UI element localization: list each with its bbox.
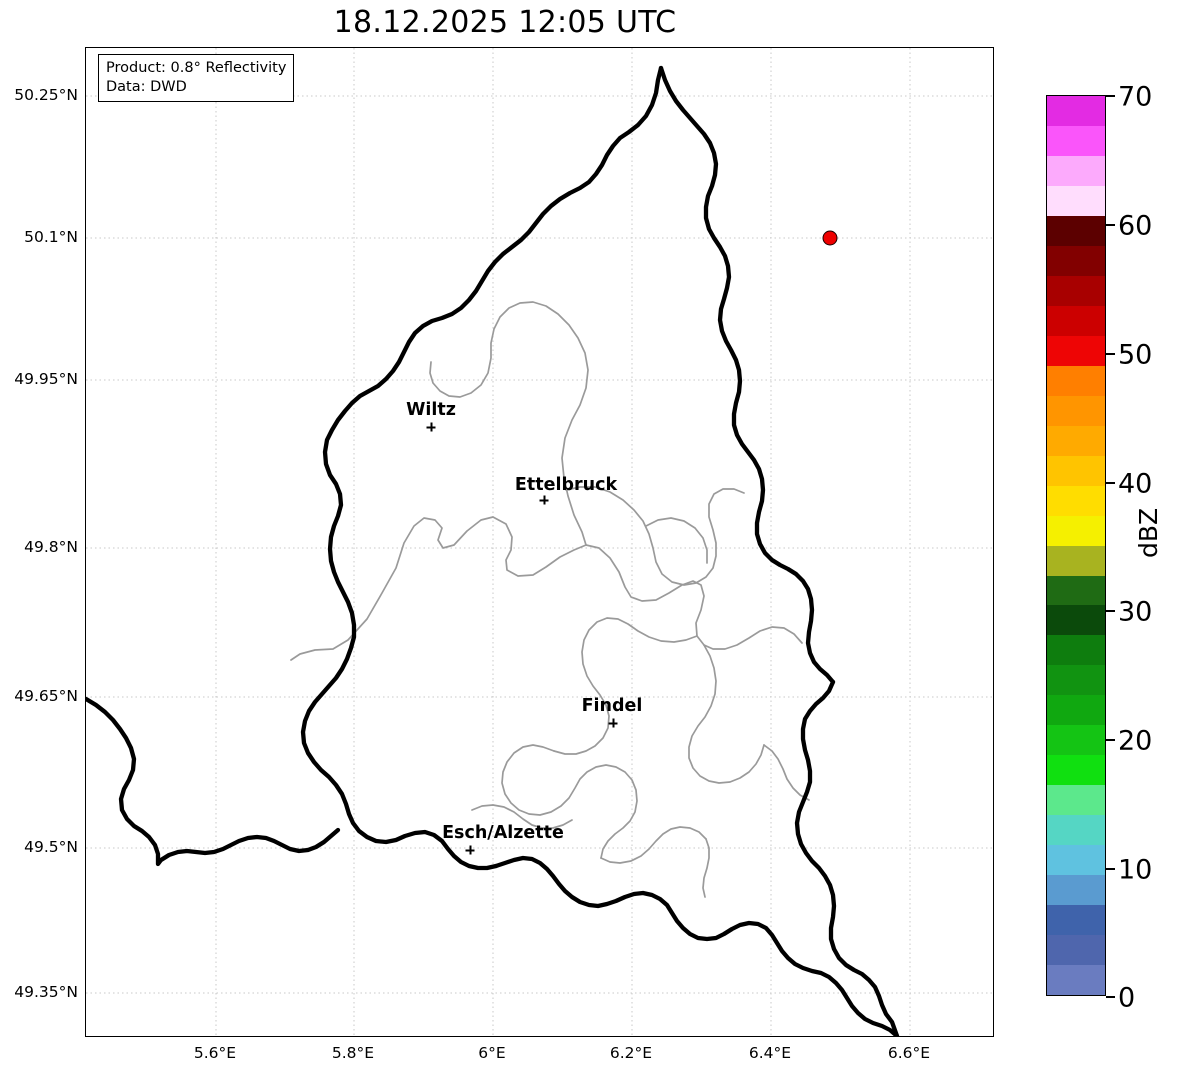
- colorbar-tick-50: 50: [1118, 339, 1153, 371]
- product-info-box: Product: 0.8° Reflectivity Data: DWD: [98, 54, 295, 103]
- colorbar-tick-70: 70: [1118, 81, 1153, 113]
- colorbar-band-25: [1047, 845, 1105, 876]
- x-tick-label-5: 6.6°E: [887, 1044, 931, 1062]
- product-line: Product: 0.8° Reflectivity: [106, 60, 287, 76]
- colorbar-band-22: [1047, 755, 1105, 786]
- colorbar-band-9: [1047, 365, 1105, 396]
- x-tick-label-4: 6.4°E: [748, 1044, 792, 1062]
- city-marker-findel: [608, 718, 618, 728]
- colorbar-band-15: [1047, 545, 1105, 576]
- reflectivity-colorbar[interactable]: [1046, 95, 1106, 996]
- city-label-findel: Findel: [581, 696, 643, 716]
- colorbar-tick-30: 30: [1118, 596, 1153, 628]
- colorbar-band-20: [1047, 695, 1105, 726]
- city-label-esch-alzette: Esch/Alzette: [442, 823, 564, 843]
- colorbar-band-4: [1047, 215, 1105, 246]
- y-tick-label-2: 49.95°N: [14, 370, 78, 388]
- city-marker-esch-alzette: [465, 845, 475, 855]
- y-tick-label-6: 49.35°N: [14, 983, 78, 1001]
- y-tick-label-4: 49.65°N: [14, 687, 78, 705]
- colorbar-band-13: [1047, 485, 1105, 516]
- colorbar-band-28: [1047, 935, 1105, 966]
- colorbar-tick-40: 40: [1118, 468, 1153, 500]
- y-tick-label-1: 50.1°N: [24, 228, 78, 246]
- colorbar-band-0: [1047, 96, 1105, 126]
- colorbar-band-24: [1047, 815, 1105, 846]
- colorbar-band-29: [1047, 965, 1105, 996]
- colorbar-band-16: [1047, 575, 1105, 606]
- x-tick-label-2: 6°E: [478, 1044, 506, 1062]
- colorbar-band-23: [1047, 785, 1105, 816]
- district-boundaries: [290, 301, 810, 898]
- grid-lines-latitude: [86, 95, 993, 994]
- colorbar-band-2: [1047, 155, 1105, 186]
- map-geometry: [86, 48, 993, 1036]
- colorbar-band-19: [1047, 665, 1105, 696]
- radar-site-marker[interactable]: [822, 230, 838, 246]
- colorbar-axis-label: dBZ: [1134, 507, 1163, 558]
- city-label-ettelbruck: Ettelbruck: [514, 475, 618, 495]
- colorbar-band-17: [1047, 605, 1105, 636]
- colorbar-band-3: [1047, 185, 1105, 216]
- city-label-wiltz: Wiltz: [406, 400, 456, 420]
- colorbar-band-8: [1047, 335, 1105, 366]
- x-tick-label-0: 5.6°E: [193, 1044, 237, 1062]
- y-tick-label-3: 49.8°N: [24, 538, 78, 556]
- neighbour-borders: [86, 696, 341, 867]
- colorbar-band-7: [1047, 305, 1105, 336]
- data-source-line: Data: DWD: [106, 78, 187, 95]
- colorbar-band-14: [1047, 515, 1105, 546]
- colorbar-tick-0: 0: [1118, 982, 1136, 1014]
- page-title: 18.12.2025 12:05 UTC: [333, 5, 677, 40]
- colorbar-band-1: [1047, 125, 1105, 156]
- colorbar-band-6: [1047, 275, 1105, 306]
- city-marker-ettelbruck: [539, 495, 549, 505]
- y-tick-label-5: 49.5°N: [24, 838, 78, 856]
- colorbar-tick-10: 10: [1118, 854, 1153, 886]
- country-border: [300, 65, 900, 1036]
- x-tick-label-1: 5.8°E: [331, 1044, 375, 1062]
- colorbar-band-18: [1047, 635, 1105, 666]
- colorbar-band-26: [1047, 875, 1105, 906]
- colorbar-band-21: [1047, 725, 1105, 756]
- colorbar-tick-60: 60: [1118, 210, 1153, 242]
- colorbar-band-10: [1047, 395, 1105, 426]
- colorbar-band-12: [1047, 455, 1105, 486]
- map-plot-area[interactable]: Product: 0.8° Reflectivity Data: DWD Wil…: [85, 47, 994, 1037]
- colorbar-band-27: [1047, 905, 1105, 936]
- colorbar-band-11: [1047, 425, 1105, 456]
- x-tick-label-3: 6.2°E: [609, 1044, 653, 1062]
- city-marker-wiltz: [426, 422, 436, 432]
- colorbar-band-5: [1047, 245, 1105, 276]
- colorbar-tick-20: 20: [1118, 725, 1153, 757]
- y-tick-label-0: 50.25°N: [14, 86, 78, 104]
